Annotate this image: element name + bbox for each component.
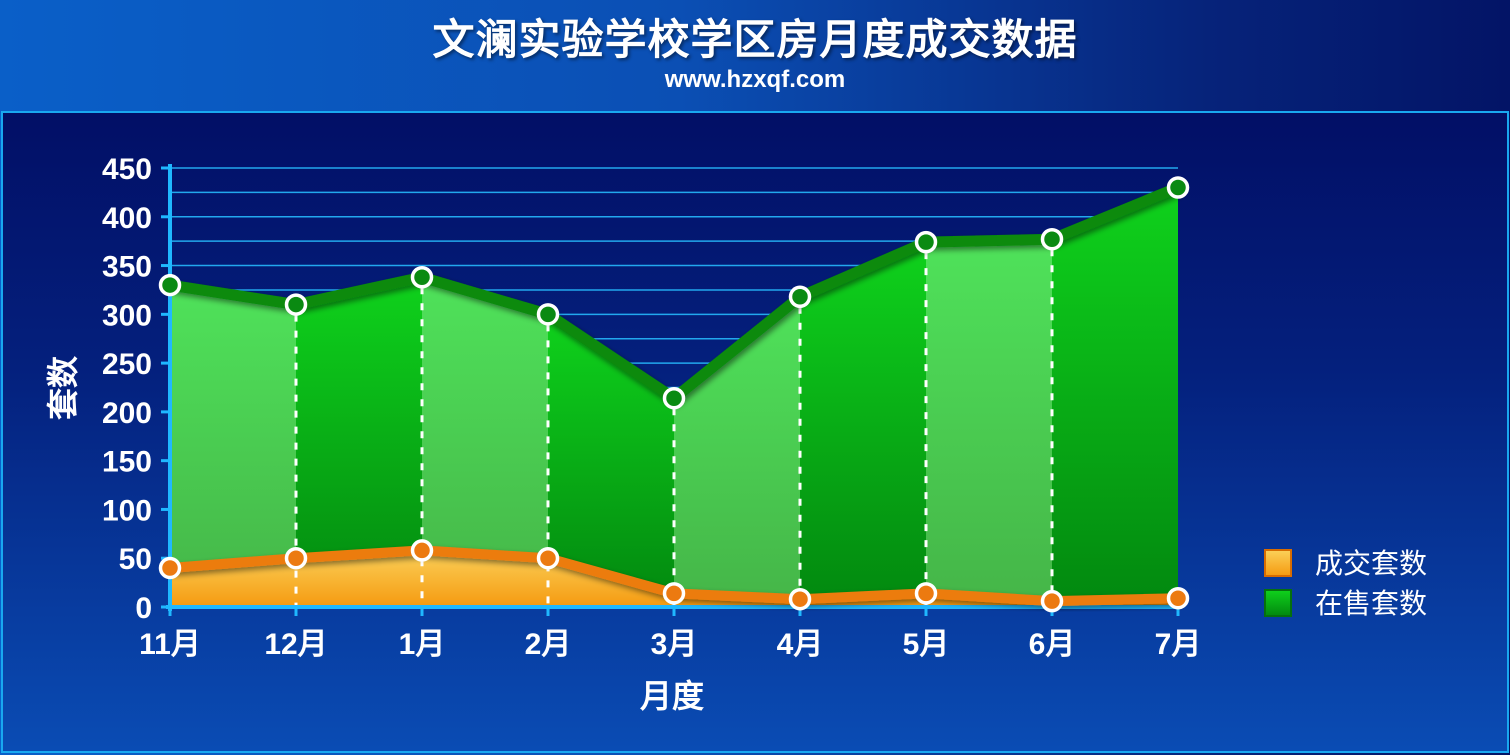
y-axis-title: 套数 [44, 355, 82, 420]
x-tick-label: 4月 [777, 628, 824, 661]
data-points [158, 176, 1190, 613]
sales-point [284, 546, 308, 570]
sales-point [158, 556, 182, 580]
y-tick-label: 100 [102, 494, 152, 527]
axes [161, 164, 1182, 616]
chart-title: 文澜实验学校学区房月度成交数据 [432, 15, 1078, 64]
sales-point [662, 582, 686, 605]
x-tick-label: 11月 [139, 628, 201, 661]
legend-swatch [1264, 549, 1292, 577]
y-tick-label: 450 [102, 153, 152, 186]
stock-area-band [1052, 187, 1178, 607]
y-tick-label: 400 [102, 202, 152, 235]
x-tick-label: 6月 [1029, 628, 1076, 661]
stock-area-band [800, 242, 926, 608]
stock-point [788, 285, 812, 309]
stock-point [1166, 176, 1190, 199]
stock-area-band [170, 285, 296, 607]
legend-swatch [1264, 589, 1292, 617]
stock-point [1040, 227, 1064, 251]
sales-point [914, 582, 938, 605]
sales-point [1040, 589, 1064, 613]
stock-area-band [296, 277, 422, 607]
stock-point [662, 386, 686, 410]
tick-labels: 0 50 100 150 200 250 300 350 400 450 11月 12月 1月 2月 3月 4… [44, 153, 1201, 715]
y-tick-label: 0 [135, 592, 152, 625]
x-tick-label: 3月 [651, 628, 698, 661]
x-axis-title: 月度 [640, 677, 704, 715]
stock-area-band [926, 239, 1052, 607]
stock-point [158, 273, 182, 297]
sales-point [410, 539, 434, 562]
stock-point [410, 266, 434, 289]
x-tick-label: 1月 [399, 628, 446, 661]
stock-point [536, 303, 560, 326]
stock-area-band [548, 314, 674, 607]
x-tick-label: 7月 [1155, 628, 1202, 661]
legend-label: 成交套数 [1315, 547, 1427, 580]
sales-point [1166, 586, 1190, 610]
x-tick-label: 5月 [903, 628, 950, 661]
x-tick-label: 12月 [264, 628, 327, 661]
stock-point [914, 230, 938, 254]
chart-subtitle: www.hzxqf.com [664, 66, 846, 93]
legend-label: 在售套数 [1315, 587, 1427, 620]
y-tick-label: 50 [119, 543, 152, 576]
y-tick-label: 250 [102, 348, 152, 381]
y-tick-label: 200 [102, 397, 152, 430]
sales-point [788, 587, 812, 611]
y-tick-label: 300 [102, 299, 152, 332]
sales-point [536, 546, 560, 570]
stock-point [284, 293, 308, 316]
stock-area-band [422, 277, 548, 607]
series-areas [170, 187, 1178, 608]
x-tick-label: 2月 [525, 628, 572, 661]
y-tick-label: 150 [102, 446, 152, 479]
y-tick-label: 350 [102, 251, 152, 284]
